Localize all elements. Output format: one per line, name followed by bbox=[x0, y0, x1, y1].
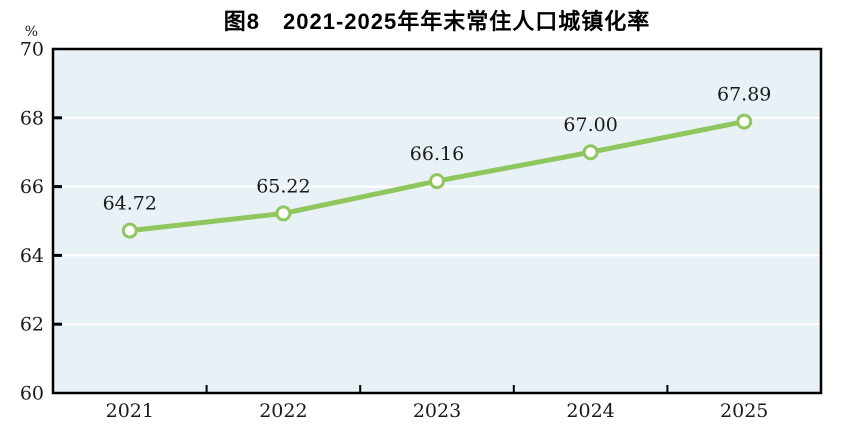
y-tick-label: 68 bbox=[20, 107, 44, 129]
y-tick-label: 66 bbox=[20, 176, 44, 198]
data-point-label: 67.89 bbox=[717, 84, 771, 106]
data-point-marker bbox=[429, 173, 445, 190]
x-tick-label: 2022 bbox=[259, 400, 307, 422]
y-axis-unit-label: % bbox=[24, 24, 38, 40]
data-point-marker bbox=[582, 144, 599, 161]
data-point-label: 64.72 bbox=[103, 193, 157, 215]
chart-title: 图8 2021-2025年年末常住人口城镇化率 bbox=[223, 9, 651, 34]
data-point-label: 67.00 bbox=[563, 114, 617, 136]
plot-border bbox=[51, 47, 823, 395]
data-point-marker bbox=[121, 222, 138, 239]
y-tick-label: 62 bbox=[20, 314, 44, 336]
data-point-marker bbox=[736, 113, 753, 130]
data-point-marker bbox=[275, 205, 292, 222]
data-point-label: 66.16 bbox=[410, 143, 464, 165]
y-tick-label: 64 bbox=[20, 245, 44, 267]
x-tick-label: 2025 bbox=[720, 400, 768, 422]
data-point-label: 65.22 bbox=[256, 175, 310, 197]
plot-area-background bbox=[53, 49, 821, 393]
x-tick-label: 2024 bbox=[566, 400, 614, 422]
y-tick-label: 70 bbox=[20, 39, 44, 61]
x-tick-label: 2023 bbox=[413, 400, 461, 422]
x-tick-label: 2021 bbox=[106, 400, 154, 422]
y-tick-label: 60 bbox=[20, 383, 44, 405]
